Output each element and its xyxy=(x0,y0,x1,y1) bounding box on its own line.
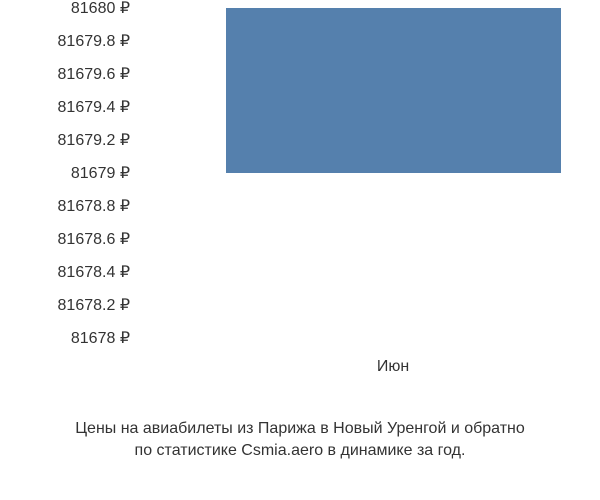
caption-line: Цены на авиабилеты из Парижа в Новый Уре… xyxy=(0,418,600,440)
y-tick: 81678 ₽ xyxy=(71,328,130,348)
y-tick: 81678.2 ₽ xyxy=(58,295,130,315)
bar-june xyxy=(226,8,561,173)
plot-area xyxy=(138,8,588,338)
caption-line: по статистике Csmia.aero в динамике за г… xyxy=(0,440,600,462)
y-tick: 81679.2 ₽ xyxy=(58,130,130,150)
y-tick: 81680 ₽ xyxy=(71,0,130,18)
y-tick: 81679.8 ₽ xyxy=(58,31,130,51)
y-tick: 81678.6 ₽ xyxy=(58,229,130,249)
y-tick: 81679.4 ₽ xyxy=(58,97,130,117)
y-tick: 81678.8 ₽ xyxy=(58,196,130,216)
chart-caption: Цены на авиабилеты из Парижа в Новый Уре… xyxy=(0,418,600,463)
chart-container: 81680 ₽ 81679.8 ₽ 81679.6 ₽ 81679.4 ₽ 81… xyxy=(0,0,600,500)
y-tick: 81678.4 ₽ xyxy=(58,262,130,282)
y-tick: 81679.6 ₽ xyxy=(58,64,130,84)
y-tick: 81679 ₽ xyxy=(71,163,130,183)
x-axis-label: Июн xyxy=(377,358,409,376)
